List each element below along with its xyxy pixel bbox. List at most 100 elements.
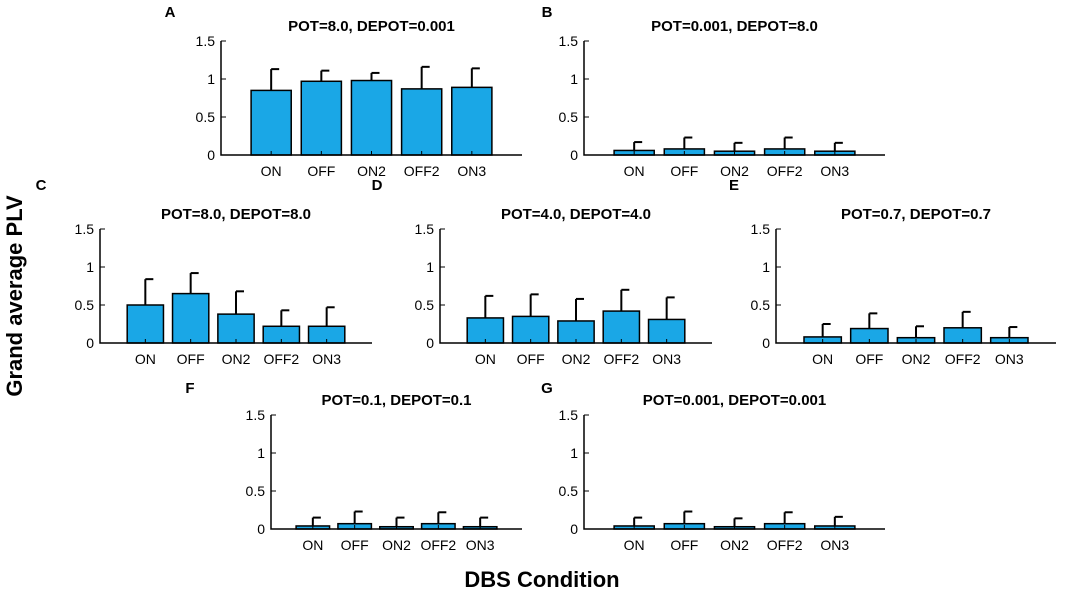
y-tick-label: 1.5: [196, 33, 216, 49]
bar-off: [171, 292, 210, 344]
x-tick-label: OFF2: [945, 351, 981, 367]
y-tick-label: 1.5: [75, 221, 95, 237]
y-tick-label: 0.5: [751, 297, 771, 313]
x-tick-label: ON2: [357, 163, 386, 179]
x-tick-label: OFF2: [263, 351, 299, 367]
y-tick-label: 0.5: [559, 483, 579, 499]
y-tick-label: 1: [426, 259, 434, 275]
x-tick-label: ON2: [720, 163, 749, 179]
x-tick-label: ON2: [720, 537, 749, 553]
x-tick-label: OFF2: [767, 163, 803, 179]
axes: [220, 41, 522, 156]
x-tick-label: ON: [261, 163, 282, 179]
bar-on3: [451, 86, 493, 156]
x-tick-label: ON2: [382, 537, 411, 553]
y-tick-label: 1.5: [559, 33, 579, 49]
y-tick-label: 0: [426, 335, 434, 351]
axes: [270, 415, 522, 530]
x-tick-label: ON3: [457, 163, 486, 179]
panel-label: G: [541, 380, 553, 397]
x-tick-label: OFF: [517, 351, 545, 367]
x-tick-label: OFF2: [603, 351, 639, 367]
bar-off2: [602, 310, 641, 344]
y-tick-label: 0.5: [559, 109, 579, 125]
panel-b: B POT=0.001, DEPOT=8.0 0 0.5 1 1.5 ON OFF ON2 OFF…: [542, 4, 885, 179]
x-tick-label: OFF: [855, 351, 883, 367]
panel-f: F POT=0.1, DEPOT=0.1 0 0.5 1 1.5 ON OFF ON2 OFF2 O…: [185, 380, 522, 553]
axes: [439, 229, 712, 344]
bar-on2: [350, 79, 393, 156]
x-tick-label: OFF: [670, 163, 698, 179]
y-tick-label: 0: [570, 521, 578, 537]
y-tick-label: 0.5: [415, 297, 435, 313]
y-tick-label: 1.5: [751, 221, 771, 237]
x-tick-label: ON3: [466, 537, 495, 553]
y-tick-label: 0: [257, 521, 265, 537]
x-tick-label: ON3: [312, 351, 341, 367]
x-tick-label: ON2: [562, 351, 591, 367]
x-tick-label: OFF2: [767, 537, 803, 553]
bar-on2: [217, 313, 255, 344]
y-tick-label: 0.5: [75, 297, 95, 313]
x-tick-label: ON: [624, 163, 645, 179]
chart-title: POT=0.1, DEPOT=0.1: [321, 392, 471, 409]
chart-title: POT=0.001, DEPOT=0.001: [643, 392, 826, 409]
x-tick-label: ON3: [995, 351, 1024, 367]
bar-off: [300, 80, 343, 156]
panel-label: D: [372, 177, 383, 194]
x-tick-label: OFF2: [420, 537, 456, 553]
panel-d: D POT=4.0, DEPOT=4.0 0 0.5 1 1.5 ON OFF ON2 OFF2 O…: [372, 177, 712, 367]
y-tick-label: 1: [570, 445, 578, 461]
y-tick-label: 1: [762, 259, 770, 275]
y-tick-label: 1.5: [246, 407, 266, 423]
panel-label: F: [185, 380, 194, 397]
panel-label: C: [36, 177, 47, 194]
y-tick-label: 1: [570, 71, 578, 87]
bar-on: [250, 89, 292, 156]
x-tick-label: OFF: [177, 351, 205, 367]
y-tick-label: 1: [257, 445, 265, 461]
x-tick-label: ON: [812, 351, 833, 367]
chart-title: POT=8.0, DEPOT=8.0: [161, 206, 311, 223]
y-tick-label: 1: [207, 71, 215, 87]
x-tick-label: ON: [302, 537, 323, 553]
panels: A POT=8.0, DEPOT=0.001 0 0.5 1 1.5 ON OFF ON2 OFF…: [36, 4, 1056, 553]
y-tick-label: 0: [207, 147, 215, 163]
bar-off2: [400, 88, 443, 156]
x-tick-label: ON: [624, 537, 645, 553]
x-tick-label: OFF: [307, 163, 335, 179]
x-tick-label: ON: [135, 351, 156, 367]
chart-title: POT=8.0, DEPOT=0.001: [288, 18, 455, 35]
bar-on: [126, 304, 165, 344]
y-tick-label: 0.5: [196, 109, 216, 125]
axes: [583, 41, 885, 156]
x-tick-label: OFF: [341, 537, 369, 553]
y-tick-label: 0: [762, 335, 770, 351]
panel-c: C POT=8.0, DEPOT=8.0 0 0.5 1 1.5 ON OFF ON2 OFF2 O…: [36, 177, 372, 367]
y-tick-label: 0.5: [246, 483, 266, 499]
axes: [99, 229, 372, 344]
y-axis-label: Grand average PLV: [2, 195, 27, 397]
panel-label: A: [165, 4, 176, 21]
bar-on: [466, 317, 505, 344]
chart-title: POT=0.7, DEPOT=0.7: [841, 206, 991, 223]
x-tick-label: ON3: [820, 537, 849, 553]
axes: [583, 415, 885, 530]
y-tick-label: 1: [86, 259, 94, 275]
x-tick-label: ON2: [222, 351, 251, 367]
x-tick-label: OFF2: [404, 163, 440, 179]
y-tick-label: 0: [86, 335, 94, 351]
y-tick-label: 1.5: [415, 221, 435, 237]
panel-label: B: [542, 4, 553, 21]
chart-title: POT=4.0, DEPOT=4.0: [501, 206, 651, 223]
x-tick-label: ON3: [820, 163, 849, 179]
panel-a: A POT=8.0, DEPOT=0.001 0 0.5 1 1.5 ON OFF ON2 OFF…: [165, 4, 522, 179]
y-tick-label: 1.5: [559, 407, 579, 423]
x-axis-label: DBS Condition: [464, 567, 619, 592]
chart-title: POT=0.001, DEPOT=8.0: [651, 18, 818, 35]
y-tick-label: 0: [570, 147, 578, 163]
x-tick-label: OFF: [670, 537, 698, 553]
x-tick-label: ON: [475, 351, 496, 367]
x-tick-label: ON2: [902, 351, 931, 367]
x-tick-label: ON3: [652, 351, 681, 367]
